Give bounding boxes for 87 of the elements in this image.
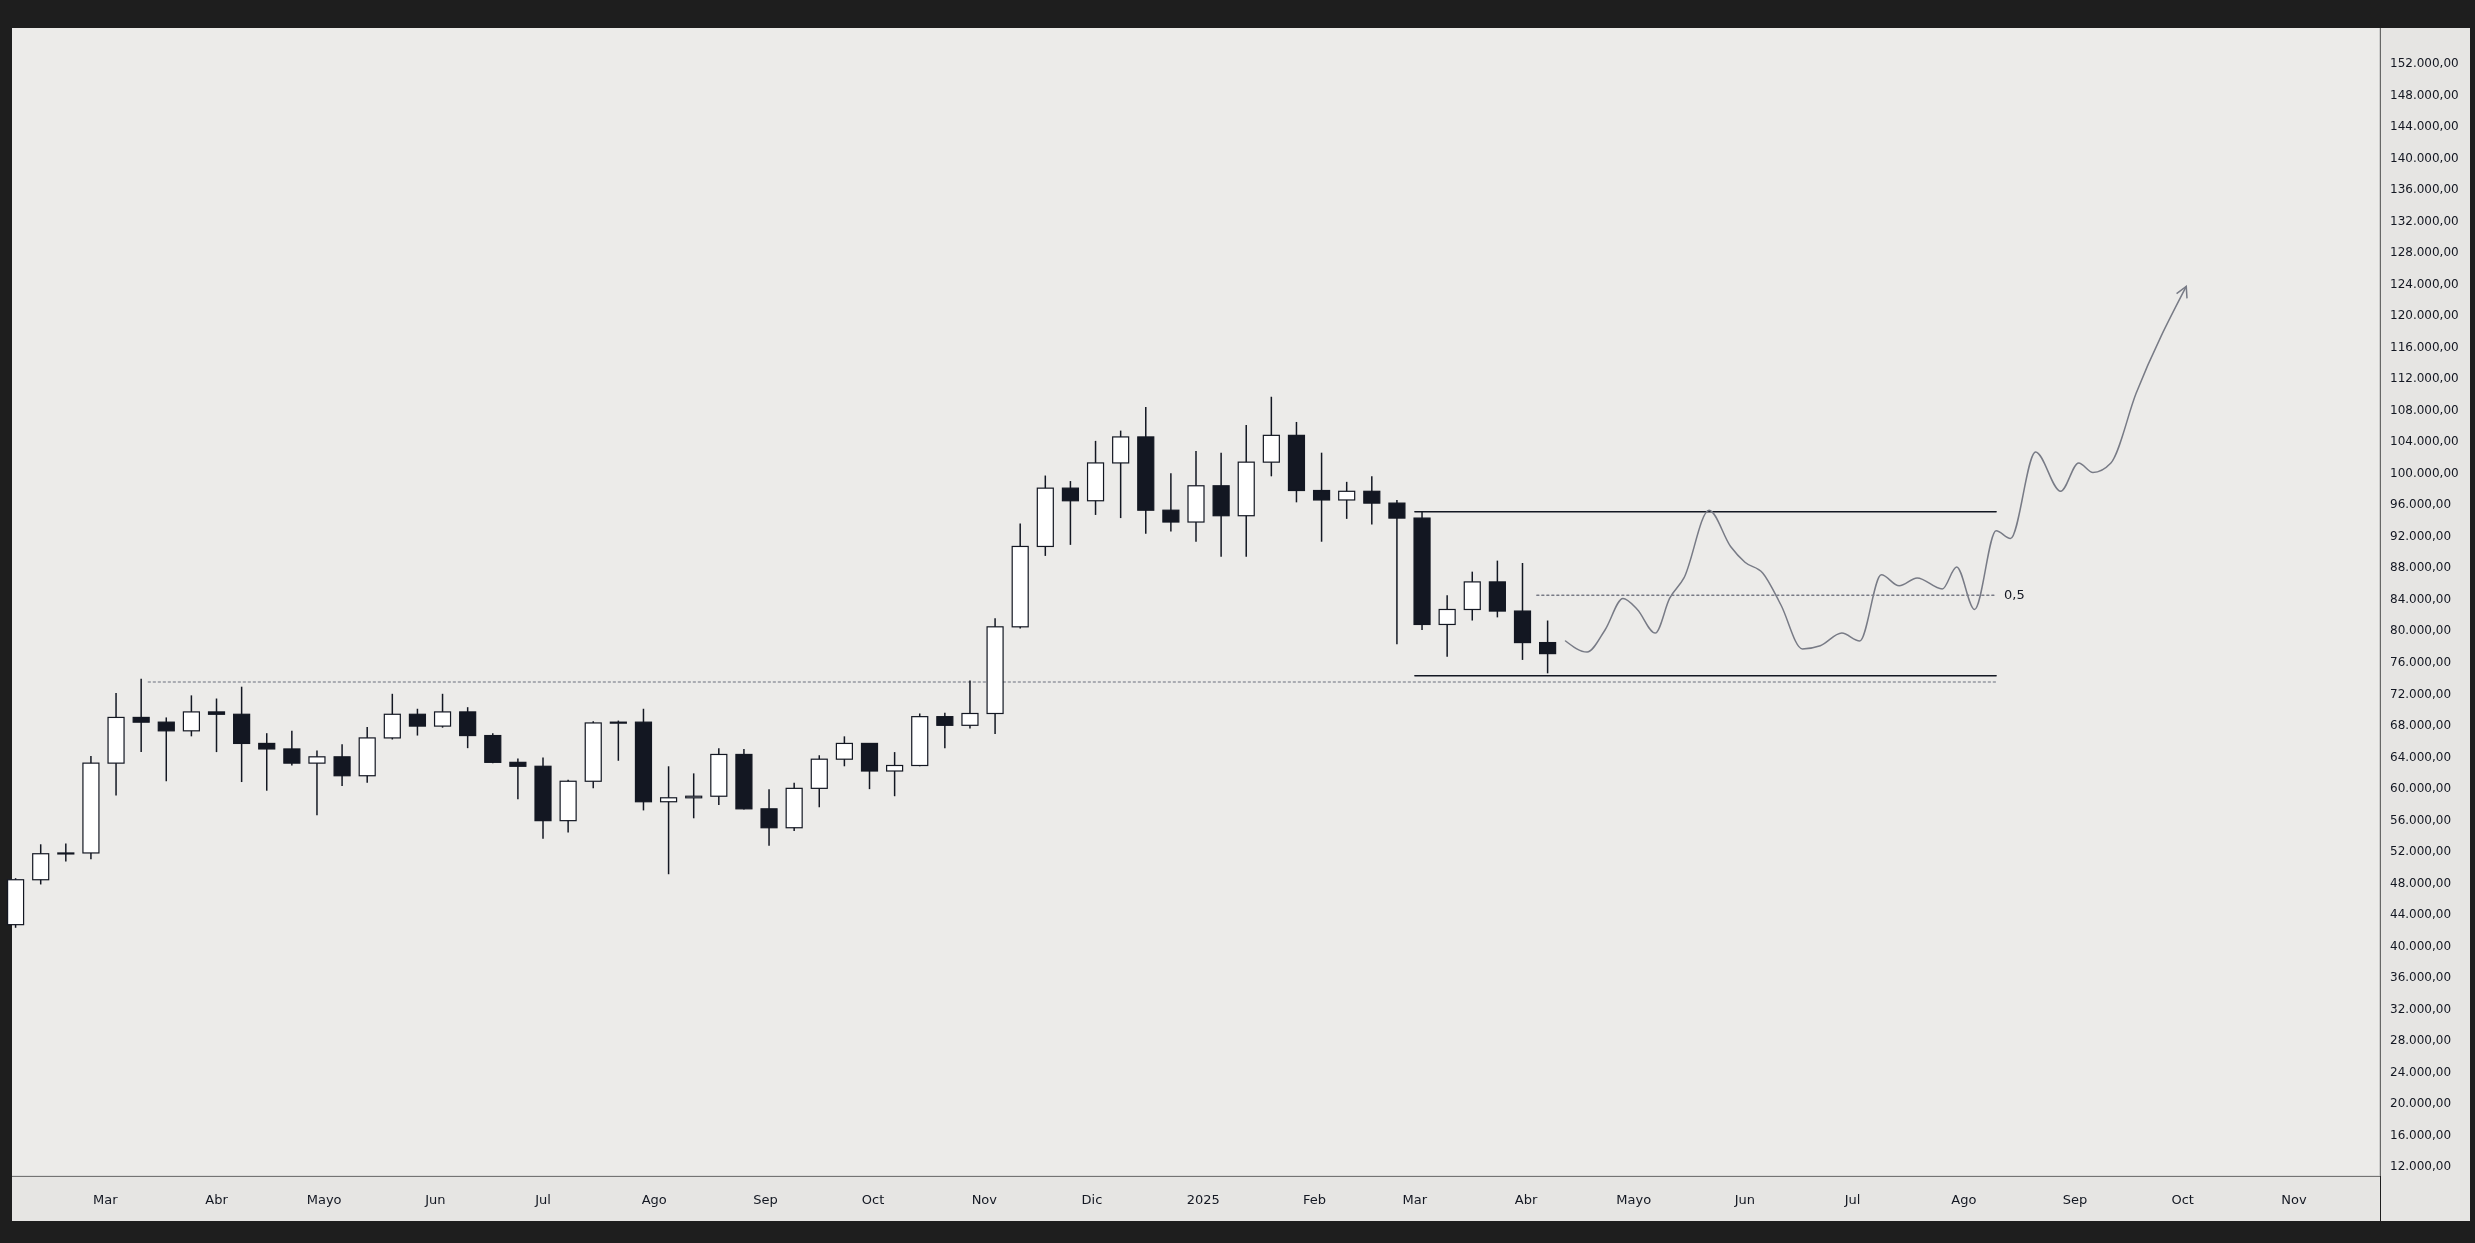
y-tick-label: 48.000,00 xyxy=(2390,875,2452,890)
y-tick-label: 64.000,00 xyxy=(2390,749,2452,764)
x-tick-label: Mar xyxy=(1402,1192,1428,1207)
candlestick xyxy=(1388,499,1406,645)
x-tick-label: Oct xyxy=(2171,1192,2194,1207)
candlestick xyxy=(132,678,150,753)
x-tick-label: Sep xyxy=(753,1192,778,1207)
y-tick-label: 56.000,00 xyxy=(2390,812,2452,827)
y-tick-label: 84.000,00 xyxy=(2390,591,2452,606)
y-tick-label: 116.000,00 xyxy=(2390,339,2459,354)
x-tick-label: Abr xyxy=(205,1192,229,1207)
y-tick-label: 72.000,00 xyxy=(2390,686,2452,701)
y-tick-label: 32.000,00 xyxy=(2390,1001,2452,1016)
candlestick xyxy=(886,751,904,797)
candlestick xyxy=(961,679,979,730)
y-tick-label: 104.000,00 xyxy=(2390,434,2459,449)
x-tick-label: Jul xyxy=(1843,1192,1861,1207)
candlestick xyxy=(936,711,954,749)
candlestick xyxy=(609,719,627,762)
y-tick-label: 92.000,00 xyxy=(2390,528,2452,543)
y-tick-label: 124.000,00 xyxy=(2390,276,2459,291)
y-tick-label: 68.000,00 xyxy=(2390,718,2452,733)
x-tick-label: Abr xyxy=(1514,1192,1538,1207)
candlestick xyxy=(258,732,276,792)
y-tick-label: 80.000,00 xyxy=(2390,623,2452,638)
x-tick-label: Nov xyxy=(2281,1192,2307,1207)
y-tick-label: 144.000,00 xyxy=(2390,119,2459,134)
y-tick-label: 128.000,00 xyxy=(2390,245,2459,260)
y-tick-label: 112.000,00 xyxy=(2390,371,2459,386)
x-tick-label: Oct xyxy=(861,1192,885,1207)
candlestick xyxy=(1312,451,1331,543)
y-tick-label: 100.000,00 xyxy=(2390,465,2459,480)
x-tick-label: Feb xyxy=(1302,1192,1326,1207)
candlestick xyxy=(459,706,477,749)
y-tick-label: 120.000,00 xyxy=(2390,308,2459,323)
candlestick xyxy=(509,757,527,801)
y-tick-label: 60.000,00 xyxy=(2390,781,2452,796)
candlestick xyxy=(1438,594,1456,658)
candlestick xyxy=(182,694,200,738)
candlestick xyxy=(333,743,351,787)
candlestick xyxy=(433,693,452,729)
x-tick-label: Sep xyxy=(2062,1192,2088,1207)
candlestick xyxy=(760,788,778,847)
x-tick-label: Nov xyxy=(971,1192,998,1207)
y-tick-label: 132.000,00 xyxy=(2390,213,2459,228)
y-tick-label: 76.000,00 xyxy=(2390,654,2452,669)
y-tick-label: 148.000,00 xyxy=(2390,87,2459,102)
y-tick-label: 20.000,00 xyxy=(2390,1096,2452,1111)
candlestick xyxy=(408,708,427,737)
candlestick xyxy=(659,765,678,875)
y-tick-label: 152.000,00 xyxy=(2390,56,2459,71)
x-tick-label: Jul xyxy=(534,1192,551,1207)
x-tick-label: Mayo xyxy=(306,1192,342,1207)
x-tick-label: 2025 xyxy=(1186,1192,1220,1207)
y-tick-label: 52.000,00 xyxy=(2390,844,2452,859)
candlestick xyxy=(57,842,75,863)
x-tick-label: Ago xyxy=(641,1192,667,1207)
x-tick-label: Mar xyxy=(93,1192,119,1207)
candlestick xyxy=(1061,480,1080,546)
annotation: 0,5 xyxy=(2004,587,2025,603)
y-tick-label: 96.000,00 xyxy=(2390,497,2452,512)
candlestick xyxy=(1539,619,1557,675)
y-tick-label: 108.000,00 xyxy=(2390,402,2459,417)
y-tick-label: 16.000,00 xyxy=(2390,1127,2452,1142)
candlestick xyxy=(1162,472,1180,533)
y-tick-label: 36.000,00 xyxy=(2390,970,2452,985)
y-tick-label: 44.000,00 xyxy=(2390,907,2452,922)
candlestick xyxy=(835,735,853,768)
y-tick-label: 24.000,00 xyxy=(2390,1064,2452,1079)
x-tick-label: Jun xyxy=(1733,1192,1756,1207)
candlestick xyxy=(383,693,401,741)
x-tick-label: Jun xyxy=(424,1192,446,1207)
candlestick xyxy=(1363,475,1381,526)
candlestick xyxy=(308,749,326,816)
y-tick-label: 140.000,00 xyxy=(2390,150,2459,165)
candlestick xyxy=(157,716,175,782)
y-tick-label: 40.000,00 xyxy=(2390,938,2452,953)
y-tick-label: 88.000,00 xyxy=(2390,560,2452,575)
y-tick-label: 136.000,00 xyxy=(2390,182,2459,197)
y-tick-label: 28.000,00 xyxy=(2390,1033,2452,1048)
y-tick-label: 12.000,00 xyxy=(2390,1159,2452,1174)
candlestick xyxy=(283,730,301,767)
candlestick xyxy=(1338,481,1356,520)
candlestick xyxy=(207,697,226,753)
x-tick-label: Dic xyxy=(1081,1192,1103,1207)
x-tick-label: Ago xyxy=(1951,1192,1977,1207)
x-tick-label: Mayo xyxy=(1616,1192,1652,1207)
